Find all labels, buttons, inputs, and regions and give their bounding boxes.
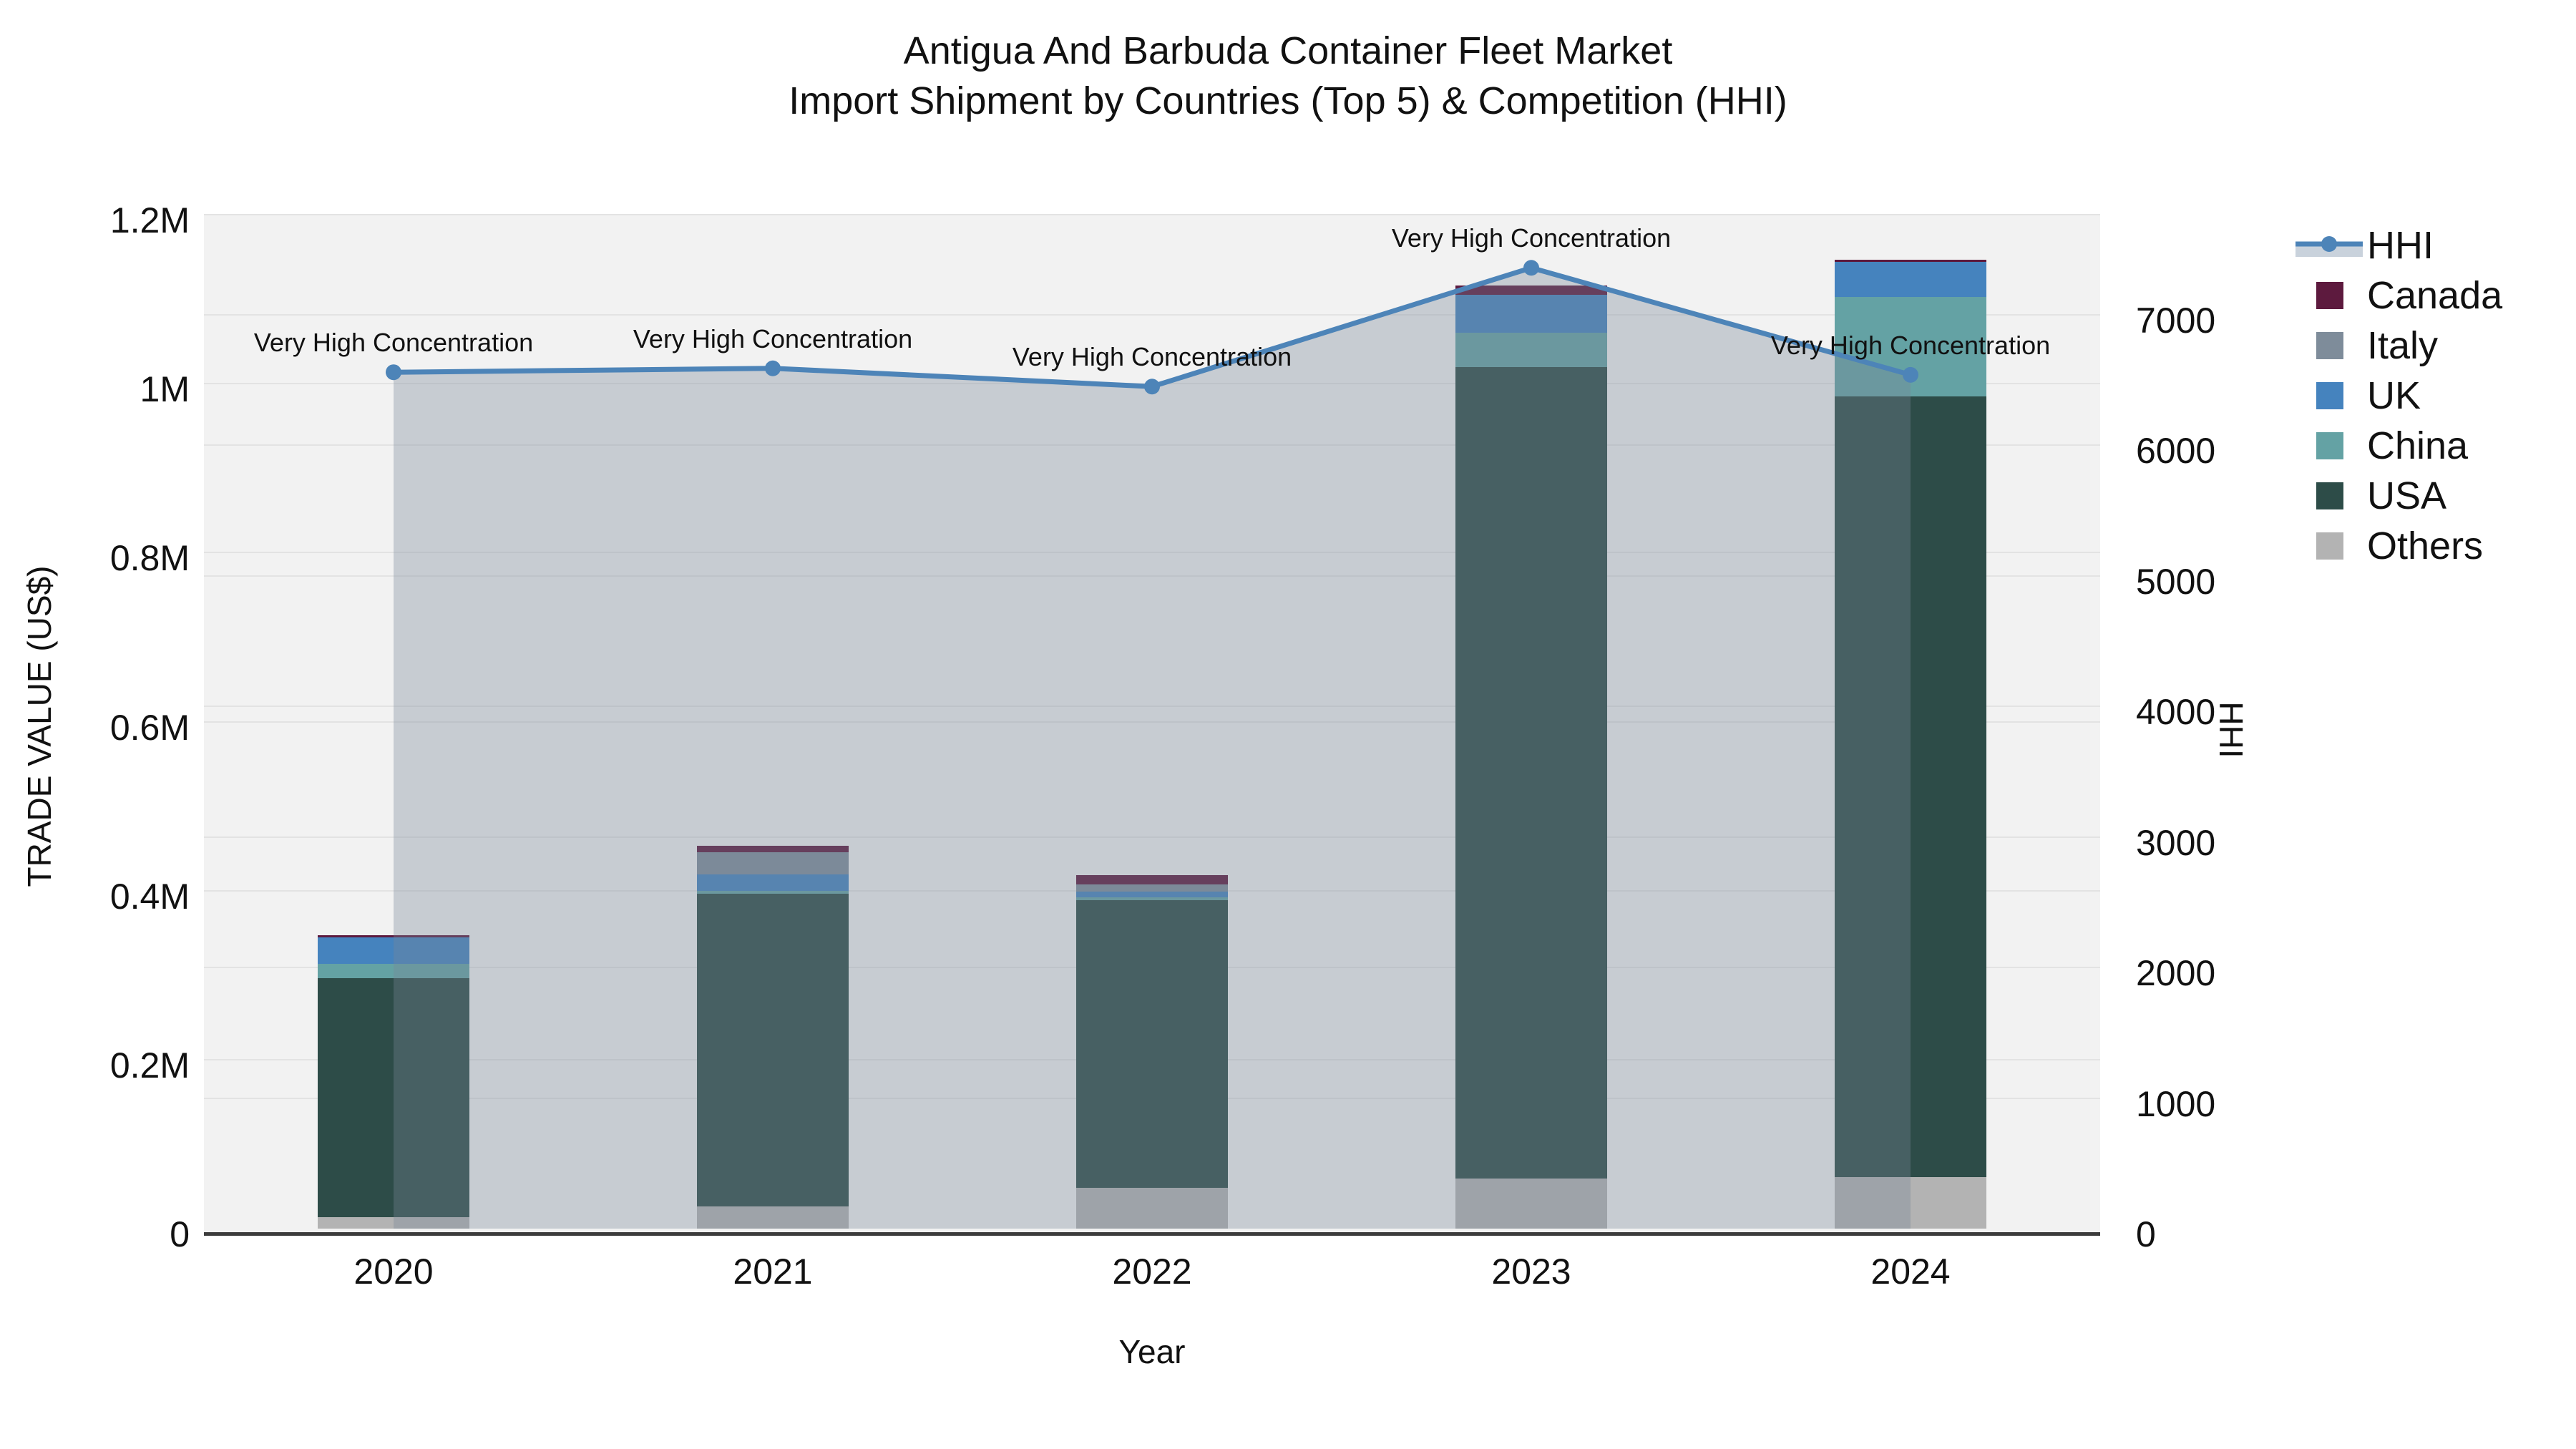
bar-2021-Italy[interactable] <box>697 852 849 874</box>
legend-item-usa[interactable]: USA <box>2290 471 2576 521</box>
hhi-point-2020[interactable] <box>386 364 401 381</box>
bar-2021-China[interactable] <box>697 890 849 894</box>
bar-2023-Others[interactable] <box>1455 1179 1607 1229</box>
gridline-right-7000 <box>204 313 2100 316</box>
hhi-point-2022[interactable] <box>1144 379 1160 395</box>
y-left-tick-0.8M: 0.8M <box>109 538 190 579</box>
legend-item-canada[interactable]: Canada <box>2290 270 2576 321</box>
hhi-line-overlay <box>386 260 1918 1229</box>
legend-item-china[interactable]: China <box>2290 421 2576 471</box>
bar-2022-UK[interactable] <box>1076 892 1228 897</box>
legend-label-uk: UK <box>2367 374 2421 417</box>
legend-swatch-china <box>2316 432 2343 459</box>
bar-2020-China[interactable] <box>318 963 469 978</box>
legend-label-usa: USA <box>2367 474 2447 517</box>
gridline-right-5000 <box>204 575 2100 577</box>
legend-item-others[interactable]: Others <box>2290 521 2576 571</box>
y-left-tick-0: 0 <box>170 1214 190 1254</box>
bar-2022-Others[interactable] <box>1076 1188 1228 1229</box>
y-left-tick-0.4M: 0.4M <box>109 876 190 917</box>
plot-area: Very High Concentration Very High Concent… <box>204 214 2100 1234</box>
hhi-point-2024[interactable] <box>1903 366 1918 383</box>
chart-title: Antigua And Barbuda Container Fleet Mark… <box>903 29 1673 72</box>
bar-2022-Italy[interactable] <box>1076 884 1228 892</box>
hhi-point-2023[interactable] <box>1523 260 1539 276</box>
bar-2020-USA[interactable] <box>318 977 469 1218</box>
legend-label-canada: Canada <box>2367 274 2503 317</box>
y-left-tick-1.2M: 1.2M <box>109 200 190 240</box>
bar-2020-Canada[interactable] <box>318 935 469 938</box>
bar-2023-Canada[interactable] <box>1455 286 1607 296</box>
legend-swatch-usa <box>2316 482 2343 509</box>
legend-item-hhi[interactable]: HHI <box>2290 220 2576 270</box>
bar-2021-Others[interactable] <box>697 1206 849 1229</box>
bar-2024-USA[interactable] <box>1835 396 1986 1177</box>
y-right-tick-4000: 4000 <box>2136 692 2216 733</box>
bar-2022-Canada[interactable] <box>1076 875 1228 885</box>
bar-2024-Others[interactable] <box>1835 1176 1986 1229</box>
x-tick-2021: 2021 <box>733 1252 813 1292</box>
legend-swatch-canada <box>2316 282 2343 309</box>
annotation-2023: Very High Concentration <box>1391 223 1672 253</box>
annotation-2020: Very High Concentration <box>253 328 534 358</box>
y-right-tick-2000: 2000 <box>2136 953 2216 994</box>
legend-label-italy: Italy <box>2367 324 2439 367</box>
x-tick-2022: 2022 <box>1112 1252 1192 1292</box>
x-axis-title: Year <box>1118 1333 1186 1370</box>
bar-2022-USA[interactable] <box>1076 900 1228 1189</box>
legend-hhi-swatch <box>2296 230 2363 261</box>
bar-2023-USA[interactable] <box>1455 366 1607 1179</box>
legend-item-italy[interactable]: Italy <box>2290 321 2576 371</box>
gridline-right-3000 <box>204 836 2100 838</box>
gridline-right-4000 <box>204 706 2100 708</box>
x-tick-2024: 2024 <box>1870 1252 1951 1292</box>
x-axis-line <box>204 1232 2100 1236</box>
y-left-tick-1M: 1M <box>140 369 190 410</box>
hhi-area-fill <box>394 268 1911 1229</box>
gridline-left-0.8M <box>204 552 2100 554</box>
legend-label-hhi: HHI <box>2367 224 2434 267</box>
legend-swatch-uk <box>2316 382 2343 409</box>
bar-2021-Canada[interactable] <box>697 846 849 852</box>
annotation-2024: Very High Concentration <box>1770 330 2051 360</box>
legend-swatch-others <box>2316 532 2343 560</box>
y-right-tick-0: 0 <box>2136 1214 2156 1254</box>
legend-swatch-italy <box>2316 332 2343 359</box>
chart-subtitle: Import Shipment by Countries (Top 5) & C… <box>789 79 1787 122</box>
legend-label-others: Others <box>2367 525 2484 567</box>
bar-2020-UK[interactable] <box>318 937 469 964</box>
y-right-tick-6000: 6000 <box>2136 431 2216 472</box>
bar-2024-Canada[interactable] <box>1835 259 1986 262</box>
legend-label-china: China <box>2367 424 2469 467</box>
bar-2022-China[interactable] <box>1076 897 1228 901</box>
x-tick-2020: 2020 <box>353 1252 434 1292</box>
bar-2023-UK[interactable] <box>1455 295 1607 333</box>
annotation-2021: Very High Concentration <box>633 323 913 353</box>
legend-item-uk[interactable]: UK <box>2290 371 2576 421</box>
hhi-legend-glyph <box>2296 236 2363 257</box>
bar-2021-USA[interactable] <box>697 893 849 1207</box>
y-left-tick-0.6M: 0.6M <box>109 707 190 748</box>
y-right-tick-5000: 5000 <box>2136 561 2216 602</box>
bar-2024-UK[interactable] <box>1835 261 1986 297</box>
x-tick-2023: 2023 <box>1491 1252 1571 1292</box>
gridline-left-1.2M <box>204 214 2100 215</box>
hhi-point-2021[interactable] <box>765 360 781 376</box>
y-left-tick-0.2M: 0.2M <box>109 1045 190 1085</box>
bar-2023-China[interactable] <box>1455 333 1607 367</box>
gridline-right-6000 <box>204 444 2100 447</box>
gridline-left-0.6M <box>204 721 2100 723</box>
bar-2021-UK[interactable] <box>697 874 849 891</box>
y-right-tick-1000: 1000 <box>2136 1083 2216 1124</box>
annotation-2022: Very High Concentration <box>1012 342 1292 372</box>
y-right-tick-3000: 3000 <box>2136 822 2216 863</box>
bar-2020-Others[interactable] <box>318 1217 469 1229</box>
y-right-tick-7000: 7000 <box>2136 300 2216 341</box>
